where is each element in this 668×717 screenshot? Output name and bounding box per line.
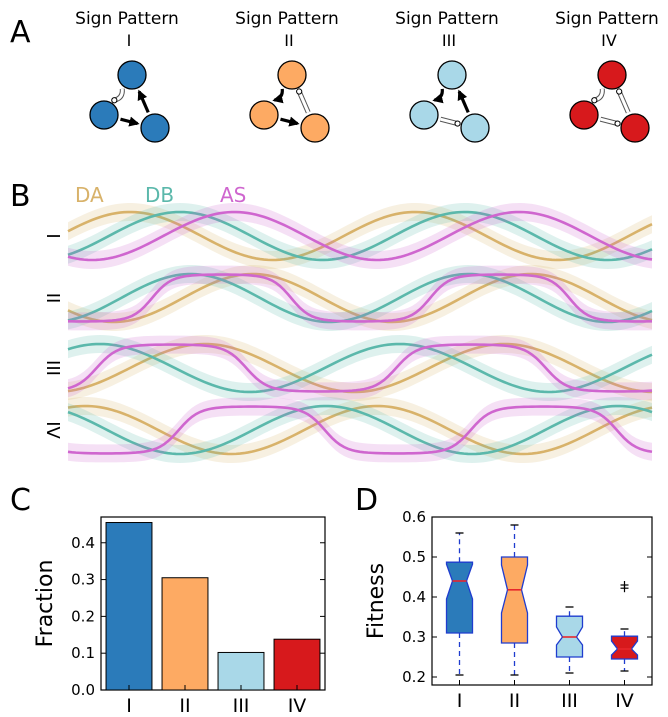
activation-edge — [272, 88, 284, 104]
ytick-label-c: 0.1 — [71, 644, 95, 662]
as-band-row-3 — [68, 335, 652, 401]
ylabel-d: Fitness — [364, 563, 389, 639]
ytick-label-d: 0.2 — [402, 668, 426, 686]
as-line-row-4 — [67, 405, 653, 455]
bar-IV — [273, 638, 321, 691]
activation-edge — [457, 89, 470, 114]
box-IV — [610, 635, 639, 660]
motif-title-4: Sign Pattern — [555, 9, 659, 29]
row-label-4: IV — [42, 421, 63, 439]
motif-numeral-4: IV — [601, 31, 617, 50]
node-top — [277, 60, 307, 90]
bar-I — [105, 522, 153, 691]
motif-numeral-1: I — [127, 31, 132, 50]
node-top — [597, 60, 627, 90]
repression-edge-inner — [297, 90, 310, 114]
ytick-label-c: 0.4 — [71, 534, 95, 552]
motif-title-1: Sign Pattern — [75, 9, 179, 29]
node-right — [460, 113, 490, 143]
legend-db: DB — [145, 183, 174, 207]
node-left — [409, 100, 439, 130]
as-band-row-1 — [68, 203, 652, 269]
node-left — [89, 100, 119, 130]
node-left — [569, 100, 599, 130]
ytick-label-c: 0.2 — [71, 607, 95, 625]
da-band-row-1 — [68, 203, 652, 269]
bar-III — [217, 651, 265, 691]
ytick-label-c: 0.3 — [71, 571, 95, 589]
motif-title-3: Sign Pattern — [395, 9, 499, 29]
motif-title-2: Sign Pattern — [235, 9, 339, 29]
node-right — [620, 113, 650, 143]
node-top — [117, 60, 147, 90]
db-band-row-4 — [68, 397, 652, 463]
node-top — [437, 60, 467, 90]
ytick-label-d: 0.4 — [402, 588, 426, 606]
repression-head — [614, 120, 621, 127]
repression-head — [296, 88, 303, 95]
repression-head — [616, 88, 623, 95]
repression-head — [591, 97, 598, 104]
ytick-label-d: 0.3 — [402, 628, 426, 646]
row-label-3: III — [42, 360, 63, 376]
xtick-label-d: I — [457, 690, 463, 712]
panel-label-a: A — [10, 15, 31, 50]
ytick-label-c: 0.0 — [71, 681, 95, 699]
repression-head — [111, 97, 118, 104]
da-band-row-4 — [68, 397, 652, 463]
box-II — [500, 556, 529, 644]
ytick-label-d: 0.5 — [402, 548, 426, 566]
node-right — [300, 113, 330, 143]
panel-label-b: B — [10, 179, 31, 214]
legend-da: DA — [75, 183, 104, 207]
repression-head — [454, 120, 461, 127]
xtick-label-d: III — [561, 690, 578, 712]
da-line-row-3 — [67, 342, 653, 394]
as-line-row-2 — [67, 273, 653, 323]
motif-numeral-2: II — [284, 31, 293, 50]
panel-label-c: C — [10, 483, 31, 518]
repression-edge-inner — [617, 90, 630, 114]
as-band-row-4 — [68, 397, 652, 463]
box-I — [445, 561, 474, 634]
db-line-row-1 — [67, 210, 653, 262]
plot-frame-d — [431, 516, 653, 686]
legend-as: AS — [220, 183, 246, 207]
row-label-1: I — [42, 233, 63, 238]
ylabel-c: Fraction — [33, 560, 58, 648]
xtick-label-c: IV — [288, 695, 307, 717]
da-line-row-4 — [67, 404, 653, 456]
as-band-row-2 — [68, 265, 652, 331]
plot-frame-c — [100, 516, 326, 691]
xtick-label-d: IV — [615, 690, 634, 712]
activation-edge — [137, 89, 150, 114]
node-left — [249, 100, 279, 130]
as-line-row-3 — [67, 343, 653, 393]
bar-II — [161, 577, 209, 691]
motif-numeral-3: III — [442, 31, 456, 50]
db-line-row-2 — [67, 272, 653, 324]
node-right — [140, 113, 170, 143]
as-line-row-1 — [67, 210, 653, 262]
ytick-label-d: 0.6 — [402, 508, 426, 526]
panel-a-motifs: Sign Pattern I Sign Pattern II Sign Pattern I… — [75, 9, 659, 143]
db-line-row-4 — [67, 404, 653, 456]
xtick-label-c: III — [233, 695, 250, 717]
xtick-label-d: II — [509, 690, 520, 712]
xtick-label-c: II — [179, 695, 190, 717]
row-label-2: II — [42, 293, 63, 304]
da-line-row-1 — [67, 210, 653, 262]
da-band-row-3 — [68, 335, 652, 401]
activation-edge — [280, 116, 300, 127]
activation-edge — [432, 88, 444, 104]
activation-edge — [120, 116, 140, 127]
panel-label-d: D — [355, 483, 378, 518]
db-line-row-3 — [67, 342, 653, 394]
xtick-label-c: I — [126, 695, 132, 717]
